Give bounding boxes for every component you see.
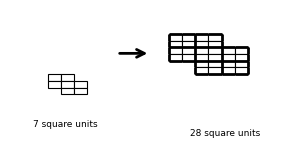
Text: 28 square units: 28 square units [190, 129, 260, 138]
Bar [182, 54, 196, 61]
Bar [61, 88, 74, 94]
Bar [196, 41, 208, 47]
Bar [182, 41, 196, 47]
Bar [208, 54, 222, 61]
Bar [169, 47, 182, 54]
Bar [222, 47, 235, 54]
Bar [74, 81, 87, 88]
Bar [196, 67, 208, 74]
Bar [208, 41, 222, 47]
Bar [196, 34, 208, 41]
Bar [61, 81, 74, 88]
Bar [235, 54, 248, 61]
Bar [235, 61, 248, 67]
Bar [208, 61, 222, 67]
Bar [61, 74, 74, 81]
Bar [196, 54, 208, 61]
Bar [222, 54, 235, 61]
Bar [169, 34, 182, 41]
Bar [222, 67, 235, 74]
Text: 7 square units: 7 square units [33, 120, 98, 129]
Bar [48, 74, 61, 81]
Bar [208, 34, 222, 41]
Bar [235, 67, 248, 74]
Bar [182, 34, 196, 41]
Bar [182, 47, 196, 54]
Bar [222, 61, 235, 67]
Bar [169, 54, 182, 61]
Bar [74, 88, 87, 94]
Bar [235, 47, 248, 54]
Bar [48, 81, 61, 88]
Bar [208, 67, 222, 74]
Bar [196, 47, 208, 54]
Bar [208, 47, 222, 54]
Bar [169, 41, 182, 47]
Bar [196, 61, 208, 67]
